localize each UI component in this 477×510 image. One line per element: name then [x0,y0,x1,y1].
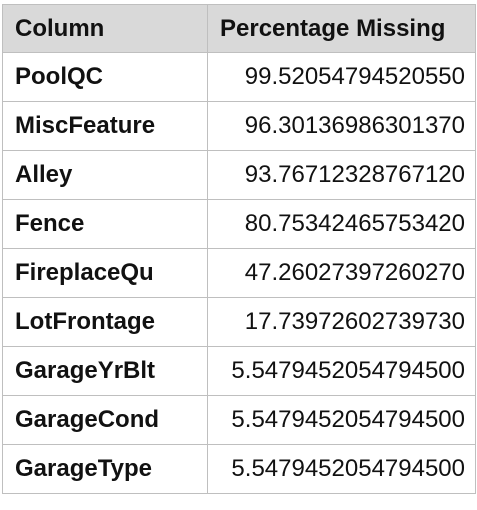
cell-column-name: GarageType [2,444,208,494]
table-row: GarageType 5.5479452054794500 [2,444,476,494]
cell-percentage: 80.75342465753420 [207,199,476,249]
header-row: Column Percentage Missing [2,4,476,53]
cell-column-name: Fence [2,199,208,249]
cell-percentage: 96.30136986301370 [207,101,476,151]
cell-percentage: 5.5479452054794500 [207,444,476,494]
cell-column-name: FireplaceQu [2,248,208,298]
cell-percentage: 47.26027397260270 [207,248,476,298]
table-body: PoolQC 99.52054794520550 MiscFeature 96.… [2,52,476,494]
cell-percentage: 93.76712328767120 [207,150,476,200]
header-column: Column [2,4,208,53]
cell-percentage: 17.73972602739730 [207,297,476,347]
cell-column-name: LotFrontage [2,297,208,347]
header-percentage-missing: Percentage Missing [207,4,476,53]
table-row: PoolQC 99.52054794520550 [2,52,476,102]
cell-percentage: 5.5479452054794500 [207,346,476,396]
missing-values-table-container: Column Percentage Missing PoolQC 99.5205… [2,4,476,494]
table-row: MiscFeature 96.30136986301370 [2,101,476,151]
table-row: GarageYrBlt 5.5479452054794500 [2,346,476,396]
table-row: FireplaceQu 47.26027397260270 [2,248,476,298]
table-row: GarageCond 5.5479452054794500 [2,395,476,445]
table-row: Alley 93.76712328767120 [2,150,476,200]
cell-column-name: GarageCond [2,395,208,445]
missing-values-table: Column Percentage Missing PoolQC 99.5205… [2,4,476,494]
cell-column-name: PoolQC [2,52,208,102]
cell-column-name: Alley [2,150,208,200]
table-row: Fence 80.75342465753420 [2,199,476,249]
table-row: LotFrontage 17.73972602739730 [2,297,476,347]
cell-percentage: 99.52054794520550 [207,52,476,102]
cell-percentage: 5.5479452054794500 [207,395,476,445]
table-header: Column Percentage Missing [2,4,476,53]
cell-column-name: MiscFeature [2,101,208,151]
cell-column-name: GarageYrBlt [2,346,208,396]
